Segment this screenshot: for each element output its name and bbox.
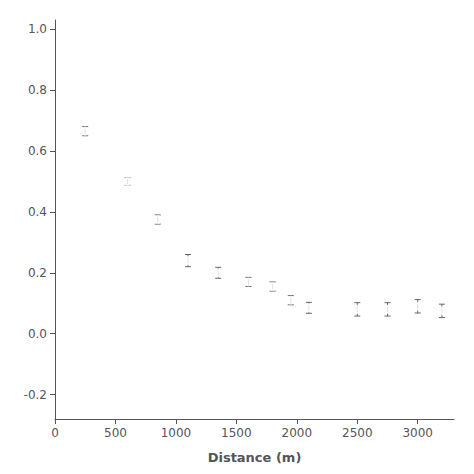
svg-text:500: 500: [104, 426, 127, 440]
svg-text:1500: 1500: [221, 426, 252, 440]
svg-text:0: 0: [51, 426, 59, 440]
svg-text:1.0: 1.0: [28, 22, 47, 36]
svg-text:Distance (m): Distance (m): [208, 450, 302, 465]
svg-text:0.0: 0.0: [28, 327, 47, 341]
svg-text:2500: 2500: [342, 426, 373, 440]
svg-text:0.2: 0.2: [28, 266, 47, 280]
svg-text:3000: 3000: [402, 426, 433, 440]
svg-text:-0.2: -0.2: [24, 388, 47, 402]
svg-text:0.6: 0.6: [28, 144, 47, 158]
svg-text:0.4: 0.4: [28, 205, 47, 219]
svg-text:0.8: 0.8: [28, 83, 47, 97]
svg-text:2000: 2000: [282, 426, 313, 440]
svg-text:1000: 1000: [161, 426, 192, 440]
